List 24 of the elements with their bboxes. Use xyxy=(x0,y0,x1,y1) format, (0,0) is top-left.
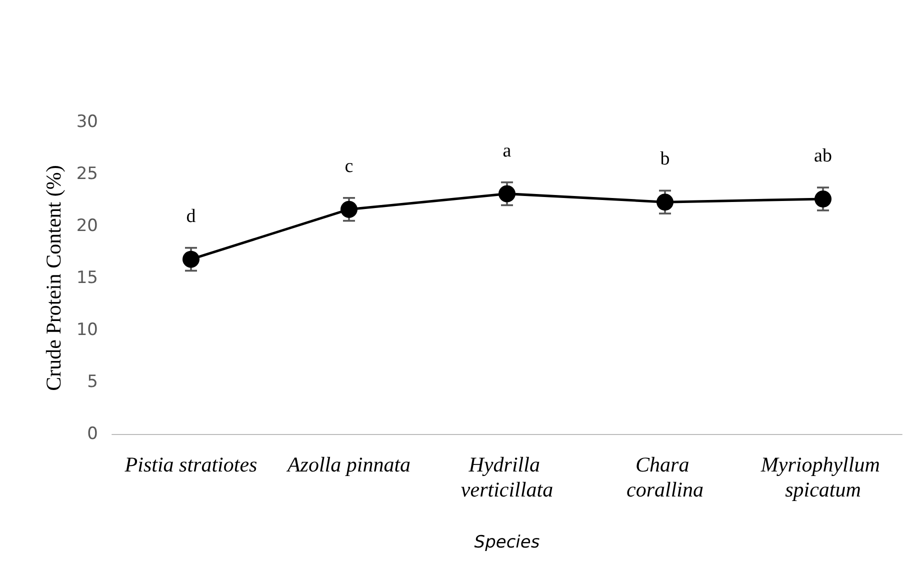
point xyxy=(182,250,200,268)
y-axis-title: Crude Protein Content (%) xyxy=(42,165,66,391)
y-tick-label: 15 xyxy=(76,268,98,288)
annotation: ab xyxy=(814,146,832,167)
y-tick-label: 30 xyxy=(76,112,98,132)
x-tick-label: Myriophyllum spicatum xyxy=(760,452,886,502)
y-tick-label: 10 xyxy=(76,320,98,340)
annotation: c xyxy=(344,156,354,177)
x-tick-label: Pistia stratiotes xyxy=(124,452,258,476)
x-tick-label: Azolla pinnata xyxy=(285,452,411,476)
point xyxy=(814,190,832,208)
y-tick-label: 25 xyxy=(76,164,98,184)
annotation: a xyxy=(502,140,512,162)
y-tick-label: 0 xyxy=(87,424,98,444)
x-axis-title: Species xyxy=(474,532,540,552)
x-tick-label: Chara corallina xyxy=(626,452,704,502)
annotation: b xyxy=(660,148,670,170)
x-tick-label: Hydrilla verticillata xyxy=(460,452,554,502)
point xyxy=(656,194,674,211)
point xyxy=(340,200,358,218)
y-tick-label: 5 xyxy=(87,372,98,392)
point xyxy=(498,185,516,202)
annotation: d xyxy=(186,206,196,227)
y-tick-label: 20 xyxy=(76,216,98,236)
